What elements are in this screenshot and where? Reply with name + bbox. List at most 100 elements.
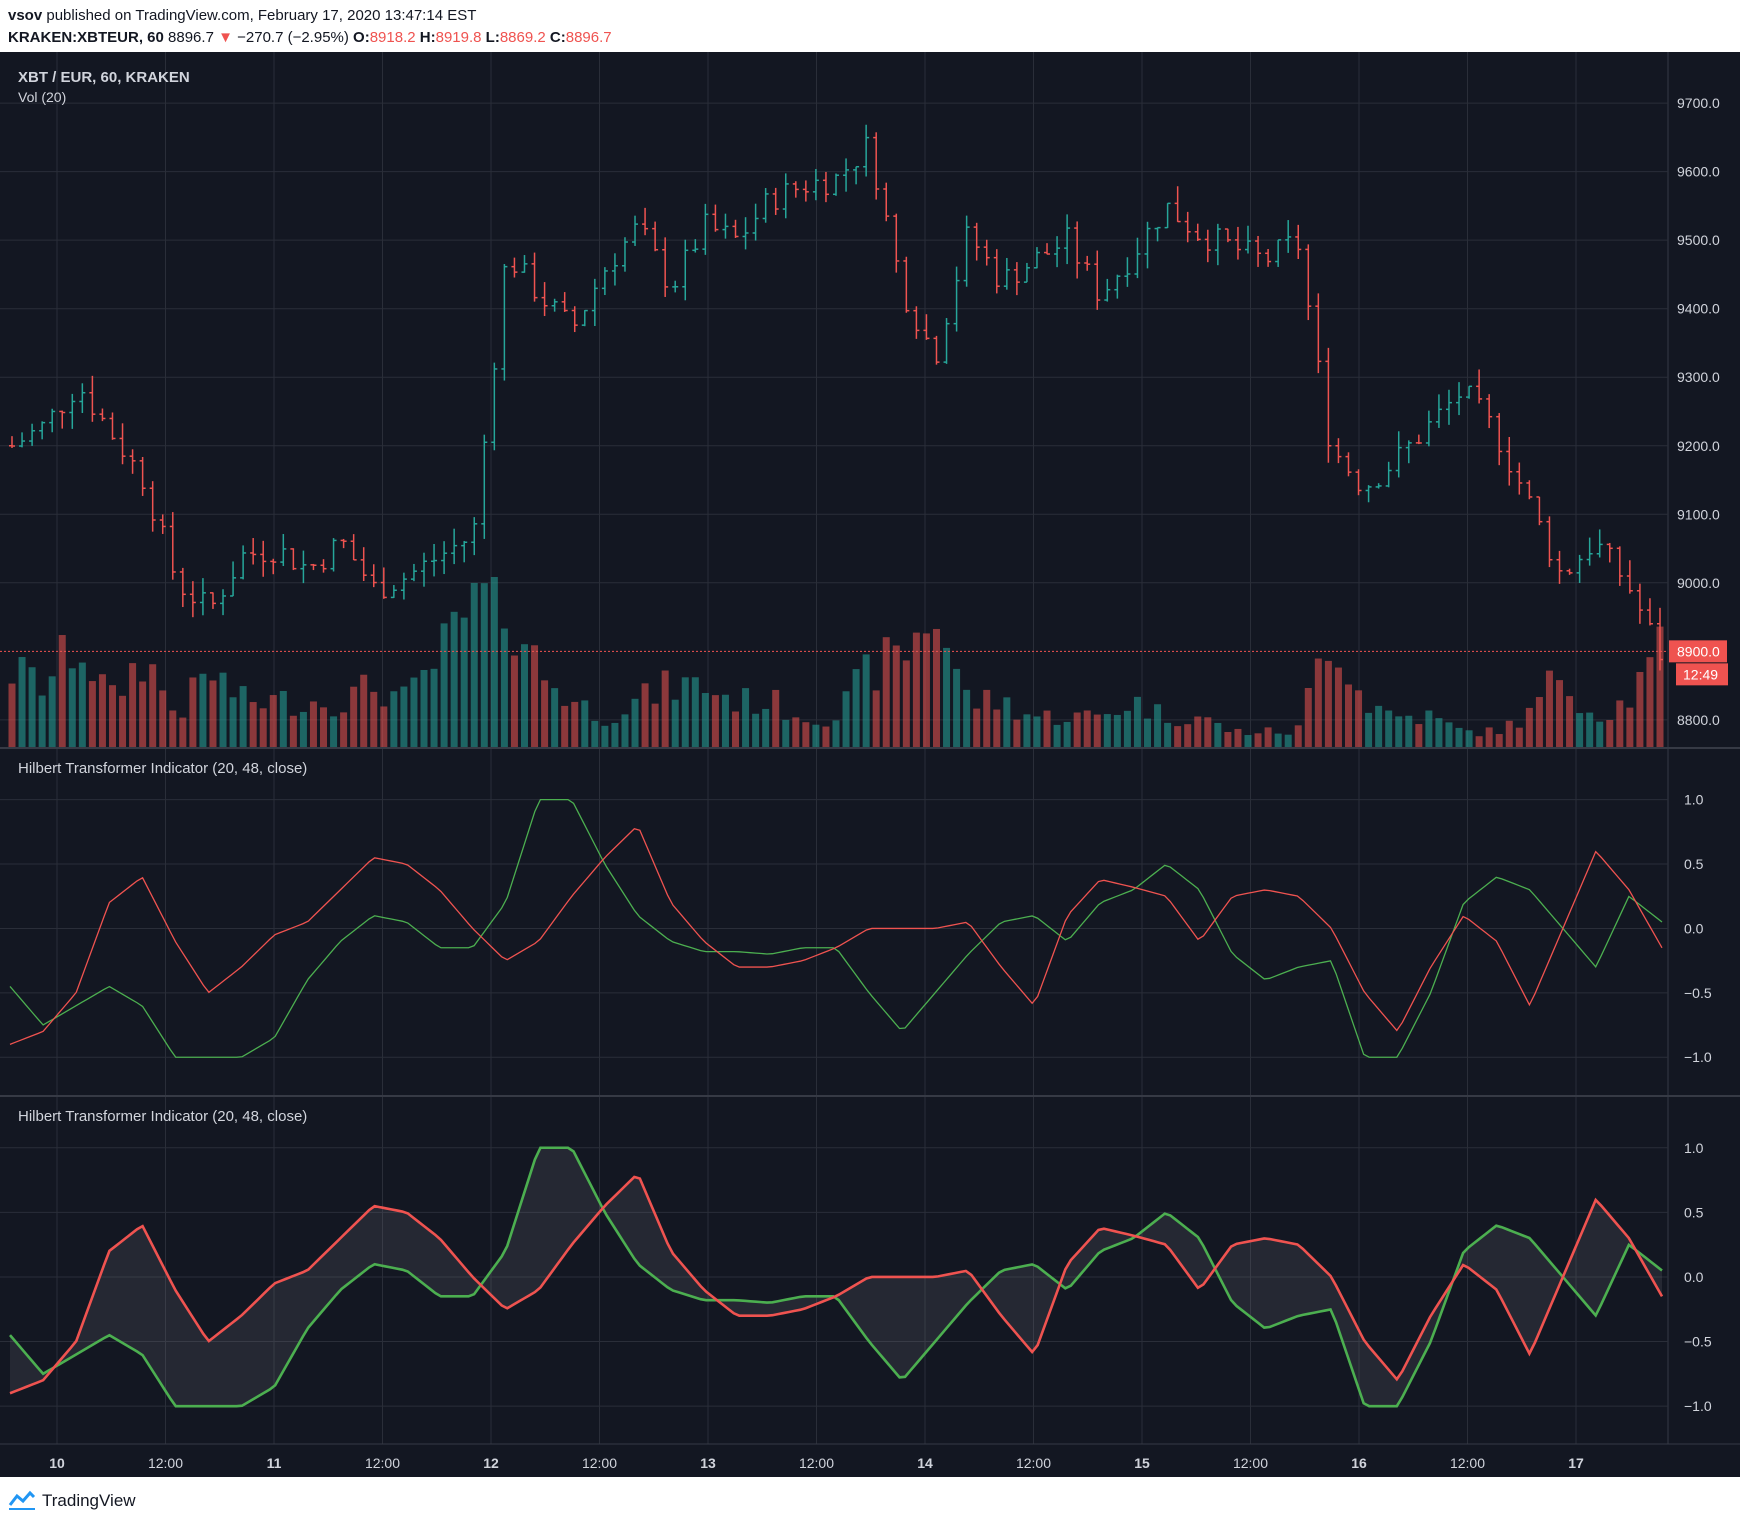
ohlc-bar	[1335, 438, 1342, 464]
ohlc-bar	[1445, 389, 1452, 425]
volume-bar	[1184, 724, 1192, 747]
ohlc-bar	[59, 410, 66, 429]
ohlc-bar	[109, 412, 116, 440]
ohlc-bar	[1646, 598, 1653, 626]
ohlc-bar	[772, 187, 779, 215]
volume-bar	[58, 635, 66, 747]
ohlc-bar	[410, 563, 417, 582]
ohlc-bar	[561, 292, 568, 312]
time-tick-label: 11	[267, 1455, 282, 1471]
ohlc-bar	[722, 213, 729, 239]
volume-bar	[219, 672, 227, 747]
ohlc-bar	[812, 168, 819, 201]
volume-bar	[601, 725, 609, 747]
ohlc-bar	[119, 423, 126, 465]
volume-bar	[199, 673, 207, 747]
volume-bar	[320, 707, 328, 747]
high-value: 8919.8	[435, 29, 482, 46]
time-tick-label: 16	[1351, 1455, 1367, 1471]
volume-bar	[1445, 722, 1453, 747]
volume-bar	[872, 690, 880, 747]
volume-bar	[1556, 680, 1564, 747]
volume-bar	[822, 726, 830, 747]
ohlc-bar	[1415, 434, 1422, 445]
volume-bar	[1244, 735, 1252, 747]
last-price: 8896.7	[168, 29, 214, 46]
ohlc-bar	[1214, 223, 1221, 266]
volume-bar	[149, 664, 157, 747]
volume-bar	[1344, 684, 1352, 747]
volume-bar	[510, 655, 518, 747]
ohlc-bar	[49, 408, 56, 433]
volume-bar	[28, 667, 36, 747]
ohlc-bar	[1315, 293, 1322, 374]
volume-bar	[832, 720, 840, 747]
ohlc-bar	[662, 237, 669, 297]
volume-bar	[591, 720, 599, 747]
ohlc-bar	[1064, 214, 1071, 265]
ohlc-bar	[1536, 496, 1543, 526]
ohlc-bar	[1375, 483, 1382, 489]
price-pane-title: XBT / EUR, 60, KRAKEN	[18, 69, 190, 86]
oscillator-tick-label: 0.5	[1684, 1204, 1704, 1220]
volume-bar	[1636, 671, 1644, 747]
ohlc-bar	[672, 280, 679, 293]
ohlc-bar	[1114, 274, 1121, 299]
time-tick-label: 17	[1568, 1455, 1584, 1471]
ohlc-bar	[742, 217, 749, 250]
volume-bar	[752, 713, 760, 747]
volume-bar	[1234, 728, 1242, 747]
volume-bar	[1304, 688, 1312, 747]
volume-bar	[983, 689, 991, 747]
ohlc-bar	[792, 181, 799, 198]
oscillator-tick-label: −0.5	[1684, 1334, 1712, 1350]
volume-bar	[1545, 670, 1553, 747]
volume-bar	[732, 711, 740, 747]
volume-bar	[1013, 719, 1021, 747]
ohlc-bar	[129, 449, 136, 474]
ohlc-bar	[1265, 249, 1272, 267]
volume-bar	[289, 715, 297, 747]
volume-bar	[1204, 717, 1212, 747]
volume-bar	[390, 691, 398, 747]
oscillator-tick-label: −0.5	[1684, 985, 1712, 1001]
volume-bar	[129, 663, 137, 747]
volume-bar	[159, 690, 167, 747]
volume-bar	[1535, 697, 1543, 747]
volume-bar	[1435, 718, 1443, 747]
ohlc-bar	[1506, 436, 1513, 486]
oscillator-tick-label: 1.0	[1684, 1140, 1704, 1156]
ohlc-bar	[79, 383, 86, 414]
volume-bar	[1214, 722, 1222, 747]
price-tick-label: 9100.0	[1677, 506, 1720, 522]
tradingview-brand[interactable]: TradingView	[42, 1491, 136, 1510]
volume-bar	[1284, 734, 1292, 747]
publisher-name[interactable]: vsov	[8, 7, 43, 24]
chart-header: vsov published on TradingView.com, Febru…	[0, 0, 1740, 52]
ohlc-bar	[29, 423, 36, 446]
symbol-ohlc-line: KRAKEN:XBTEUR, 60 8896.7 ▼ −270.7 (−2.95…	[8, 29, 612, 46]
ohlc-bar	[149, 481, 156, 532]
volume-bar	[350, 686, 358, 747]
volume-bar	[279, 690, 287, 747]
ohlc-bar	[822, 171, 829, 203]
volume-bar	[410, 677, 418, 747]
volume-bar	[721, 694, 729, 747]
ohlc-bar	[883, 182, 890, 222]
chart-area[interactable]: 9700.0 9600.0 9500.0 9400.0 9300.0 9200.0 9100…	[0, 52, 1740, 1477]
ohlc-bar	[380, 567, 387, 599]
volume-bar	[400, 686, 408, 747]
countdown-label: 12:49	[1683, 666, 1718, 682]
volume-bar	[380, 706, 388, 747]
volume-bar	[48, 676, 56, 747]
chart-canvas[interactable]: 9700.0 9600.0 9500.0 9400.0 9300.0 9200.0 9100…	[0, 52, 1740, 1477]
volume-bar	[1003, 697, 1011, 747]
ohlc-bar	[1496, 413, 1503, 466]
close-value: 8896.7	[565, 29, 612, 46]
ohlc-bar	[853, 165, 860, 185]
down-arrow-icon: ▼	[218, 29, 233, 46]
ohlc-bar	[1285, 220, 1292, 253]
tradingview-logo-icon[interactable]	[8, 1489, 36, 1511]
volume-bar	[38, 695, 46, 747]
ohlc-bar	[933, 335, 940, 365]
